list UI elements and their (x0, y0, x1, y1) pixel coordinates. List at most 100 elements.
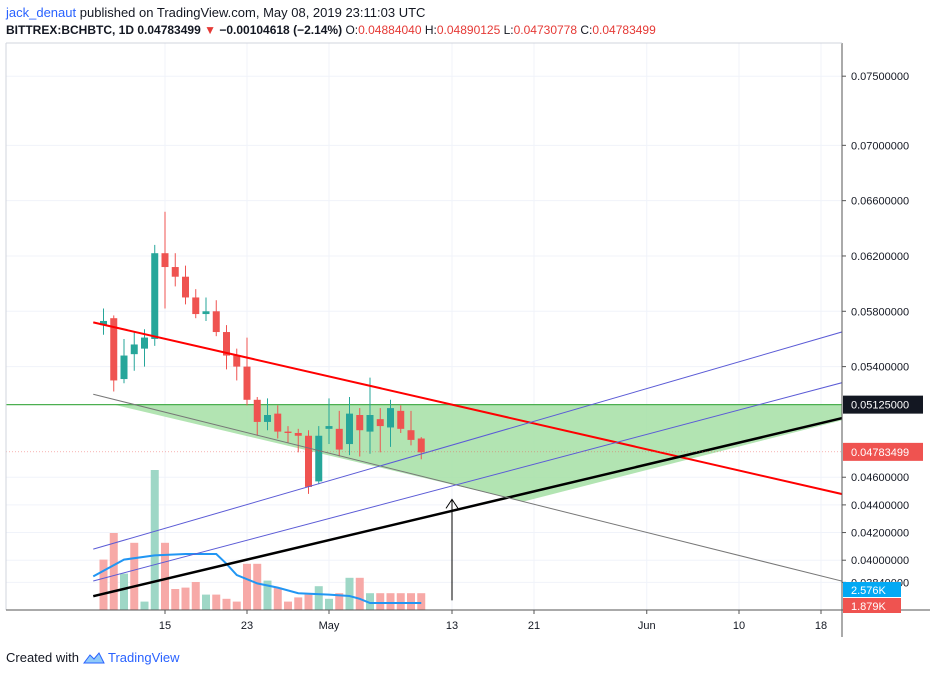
candle-body (253, 399, 261, 422)
volume-bar (366, 593, 374, 610)
y-tick-label: 0.04200000 (851, 528, 909, 540)
volume-bar (212, 594, 221, 610)
high-value: 0.04890125 (436, 23, 501, 37)
volume-bar (417, 593, 426, 610)
y-tick-label: 0.06600000 (851, 196, 909, 208)
trendlines (6, 321, 842, 601)
low-value: 0.04730778 (513, 23, 578, 37)
candle-body (335, 428, 343, 450)
arrow-head (445, 498, 459, 509)
created-with-text: Created with (6, 650, 79, 665)
volume-bar (120, 573, 128, 610)
x-tick-label: 23 (241, 620, 253, 632)
candle-body (387, 408, 394, 428)
volume-ma-line (92, 553, 422, 604)
volume-bar (140, 601, 149, 610)
open-value: 0.04884040 (358, 23, 422, 37)
candle-body (407, 430, 415, 440)
author-link[interactable]: jack_denaut (6, 5, 77, 20)
candle-body (141, 337, 148, 349)
volume-label-bg (843, 598, 901, 613)
axis-labels: 0.07500000 0.07000000 0.06600000 0.06200000… (159, 71, 923, 632)
candle-body (223, 332, 230, 356)
x-tick-label: Jun (638, 620, 656, 632)
price-label: 0.04783499 (851, 447, 909, 459)
candle-body (397, 410, 405, 429)
volume-bar (222, 598, 231, 610)
candle-body (202, 311, 210, 315)
y-tick-label: 0.07500000 (851, 71, 909, 83)
price-change: −0.00104618 (−2.14%) (219, 23, 343, 37)
publish-info: published on TradingView.com, May 08, 20… (79, 5, 426, 20)
last-price: 0.04783499 (137, 23, 201, 37)
volume-bar (202, 594, 210, 610)
triangle-fill (113, 404, 842, 502)
price-label: 0.05125000 (851, 400, 909, 412)
candle-body (376, 419, 384, 427)
volume-bar (243, 563, 251, 610)
down-arrow-icon: ▼ (204, 23, 216, 37)
low-label: L: (503, 23, 514, 37)
price-label-bg (843, 395, 923, 414)
candle-body (264, 415, 271, 422)
trendline-channel-1 (93, 331, 842, 550)
volume-bar (161, 542, 169, 610)
candle-body (417, 438, 425, 453)
close-value: 0.04783499 (592, 23, 656, 37)
candle-body (192, 297, 200, 315)
trendline-channel-2 (93, 382, 842, 582)
candle-body (346, 413, 353, 445)
high-label: H: (424, 23, 437, 37)
trendline-support (92, 416, 842, 598)
y-tick-label: 0.07000000 (851, 140, 909, 152)
volume-pane (92, 470, 426, 610)
open-label: O: (345, 23, 359, 37)
x-tick-label: May (319, 620, 340, 632)
axes (5, 42, 930, 637)
volume-bar (99, 559, 108, 610)
y-tick-label: 0.06200000 (851, 251, 909, 263)
x-tick-label: 13 (446, 620, 458, 632)
volume-bar (109, 533, 118, 610)
candle-body (233, 355, 241, 367)
volume-bar (345, 577, 354, 610)
symbol-line: BITTREX:BCHBTC, 1D 0.04783499 ▼ −0.00104… (6, 22, 906, 38)
chart-header: jack_denaut published on TradingView.com… (6, 5, 906, 38)
x-tick-label: 18 (815, 620, 827, 632)
x-tick-label: 15 (159, 620, 171, 632)
tradingview-brand: TradingView (107, 650, 180, 665)
volume-bar (263, 580, 272, 610)
volume-bar (386, 593, 395, 610)
candle-body (110, 318, 118, 381)
volume-bar (232, 601, 241, 610)
candle-body (294, 432, 302, 436)
candle-body (284, 431, 292, 433)
volume-bar (325, 598, 333, 610)
trendline-triangle-lower (93, 393, 842, 582)
y-tick-label: 0.04600000 (851, 472, 909, 484)
volume-bar (396, 593, 405, 610)
candle-body (130, 344, 138, 355)
volume-bar (130, 542, 139, 610)
volume-bar (150, 470, 159, 610)
candle-body (325, 426, 333, 429)
grid (6, 43, 842, 610)
volume-label: 1.879K (851, 601, 887, 613)
volume-label-bg (843, 582, 901, 597)
candle-body (366, 415, 374, 432)
volume-bar (355, 577, 364, 610)
volume-label: 2.576K (851, 585, 887, 597)
volume-bar (273, 587, 282, 610)
close-label: C: (580, 23, 593, 37)
x-tick-label: 21 (528, 620, 540, 632)
candle-body (356, 415, 364, 431)
candle-body (151, 253, 159, 339)
tradingview-link[interactable]: TradingView (82, 649, 180, 667)
volume-bar (253, 563, 262, 610)
volume-bar (376, 593, 385, 610)
y-tick-label: 0.04400000 (851, 500, 909, 512)
volume-bar (407, 593, 415, 610)
x-tick-label: 10 (733, 620, 745, 632)
candle-body (120, 355, 128, 380)
